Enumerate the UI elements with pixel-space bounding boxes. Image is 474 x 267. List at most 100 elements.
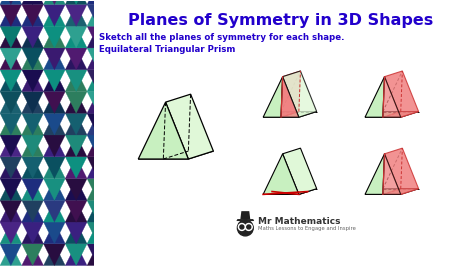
Polygon shape xyxy=(65,92,87,113)
Polygon shape xyxy=(44,26,65,48)
Polygon shape xyxy=(263,112,317,117)
Polygon shape xyxy=(87,92,109,113)
Polygon shape xyxy=(283,148,317,194)
Polygon shape xyxy=(22,244,44,266)
Polygon shape xyxy=(65,135,87,157)
Polygon shape xyxy=(44,113,65,135)
Polygon shape xyxy=(87,179,109,200)
Circle shape xyxy=(237,220,253,236)
Polygon shape xyxy=(44,179,65,200)
Polygon shape xyxy=(22,135,44,157)
Polygon shape xyxy=(44,157,65,179)
Polygon shape xyxy=(44,48,65,70)
Polygon shape xyxy=(44,157,65,179)
Polygon shape xyxy=(44,70,65,92)
Polygon shape xyxy=(0,157,22,179)
Polygon shape xyxy=(44,135,65,157)
Polygon shape xyxy=(0,200,22,222)
Polygon shape xyxy=(44,135,65,157)
Polygon shape xyxy=(365,112,419,117)
Polygon shape xyxy=(65,70,87,92)
Polygon shape xyxy=(22,5,44,26)
Polygon shape xyxy=(0,48,22,70)
Polygon shape xyxy=(165,94,213,159)
Text: Sketch all the planes of symmetry for each shape.: Sketch all the planes of symmetry for ea… xyxy=(99,33,345,42)
Polygon shape xyxy=(0,113,22,135)
Polygon shape xyxy=(44,222,65,244)
Polygon shape xyxy=(22,48,44,70)
Polygon shape xyxy=(22,48,44,70)
Polygon shape xyxy=(0,70,22,92)
Polygon shape xyxy=(0,135,22,157)
Polygon shape xyxy=(87,48,109,70)
Polygon shape xyxy=(65,244,87,266)
Polygon shape xyxy=(384,148,419,194)
Polygon shape xyxy=(0,179,22,200)
Polygon shape xyxy=(44,0,65,5)
Polygon shape xyxy=(87,157,109,179)
Polygon shape xyxy=(65,222,87,244)
Polygon shape xyxy=(87,244,109,266)
Polygon shape xyxy=(65,26,87,48)
Polygon shape xyxy=(87,70,109,92)
Polygon shape xyxy=(65,26,87,48)
Polygon shape xyxy=(0,222,22,244)
Polygon shape xyxy=(383,189,419,194)
Polygon shape xyxy=(0,244,22,266)
Polygon shape xyxy=(0,179,22,200)
Polygon shape xyxy=(87,92,109,113)
Polygon shape xyxy=(65,200,87,222)
Polygon shape xyxy=(365,154,384,194)
Polygon shape xyxy=(0,26,22,48)
Polygon shape xyxy=(22,135,44,157)
Polygon shape xyxy=(65,244,87,266)
Polygon shape xyxy=(87,113,109,135)
Polygon shape xyxy=(0,26,22,48)
Polygon shape xyxy=(44,0,65,5)
Text: Maths Lessons to Engage and Inspire: Maths Lessons to Engage and Inspire xyxy=(258,226,356,231)
Polygon shape xyxy=(65,113,87,135)
Polygon shape xyxy=(65,0,87,5)
Polygon shape xyxy=(65,200,87,222)
Polygon shape xyxy=(44,48,65,70)
Polygon shape xyxy=(44,70,65,92)
Polygon shape xyxy=(263,154,299,194)
Polygon shape xyxy=(365,189,419,194)
Polygon shape xyxy=(0,222,22,244)
Polygon shape xyxy=(65,179,87,200)
Polygon shape xyxy=(44,92,65,113)
Polygon shape xyxy=(263,191,308,194)
Polygon shape xyxy=(87,200,109,222)
Polygon shape xyxy=(65,70,87,92)
Polygon shape xyxy=(65,157,87,179)
Polygon shape xyxy=(44,113,65,135)
Polygon shape xyxy=(281,71,301,117)
Polygon shape xyxy=(22,5,44,26)
Polygon shape xyxy=(44,200,65,222)
Circle shape xyxy=(240,225,244,229)
Polygon shape xyxy=(65,48,87,70)
Polygon shape xyxy=(138,151,213,159)
Polygon shape xyxy=(22,70,44,92)
Polygon shape xyxy=(22,244,44,266)
Polygon shape xyxy=(0,244,22,266)
Polygon shape xyxy=(65,5,87,26)
Polygon shape xyxy=(22,113,44,135)
Polygon shape xyxy=(383,154,401,194)
Polygon shape xyxy=(87,113,109,135)
Polygon shape xyxy=(22,157,44,179)
Polygon shape xyxy=(0,70,22,92)
Polygon shape xyxy=(87,200,109,222)
Polygon shape xyxy=(22,200,44,222)
Polygon shape xyxy=(87,157,109,179)
Polygon shape xyxy=(65,0,87,5)
Polygon shape xyxy=(263,77,283,117)
Polygon shape xyxy=(87,135,109,157)
Polygon shape xyxy=(65,113,87,135)
Polygon shape xyxy=(240,211,250,219)
Circle shape xyxy=(247,225,251,229)
Polygon shape xyxy=(281,77,299,117)
Polygon shape xyxy=(0,135,22,157)
Polygon shape xyxy=(22,26,44,48)
Polygon shape xyxy=(44,26,65,48)
